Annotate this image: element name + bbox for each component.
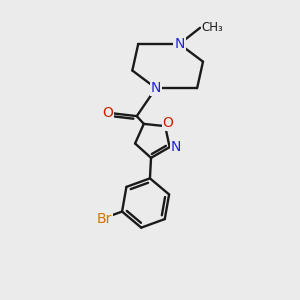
Text: N: N (151, 81, 161, 95)
Text: N: N (171, 140, 181, 154)
Text: N: N (174, 37, 184, 51)
Text: Br: Br (96, 212, 112, 226)
Text: CH₃: CH₃ (202, 21, 223, 34)
Text: O: O (102, 106, 113, 120)
Text: O: O (163, 116, 173, 130)
